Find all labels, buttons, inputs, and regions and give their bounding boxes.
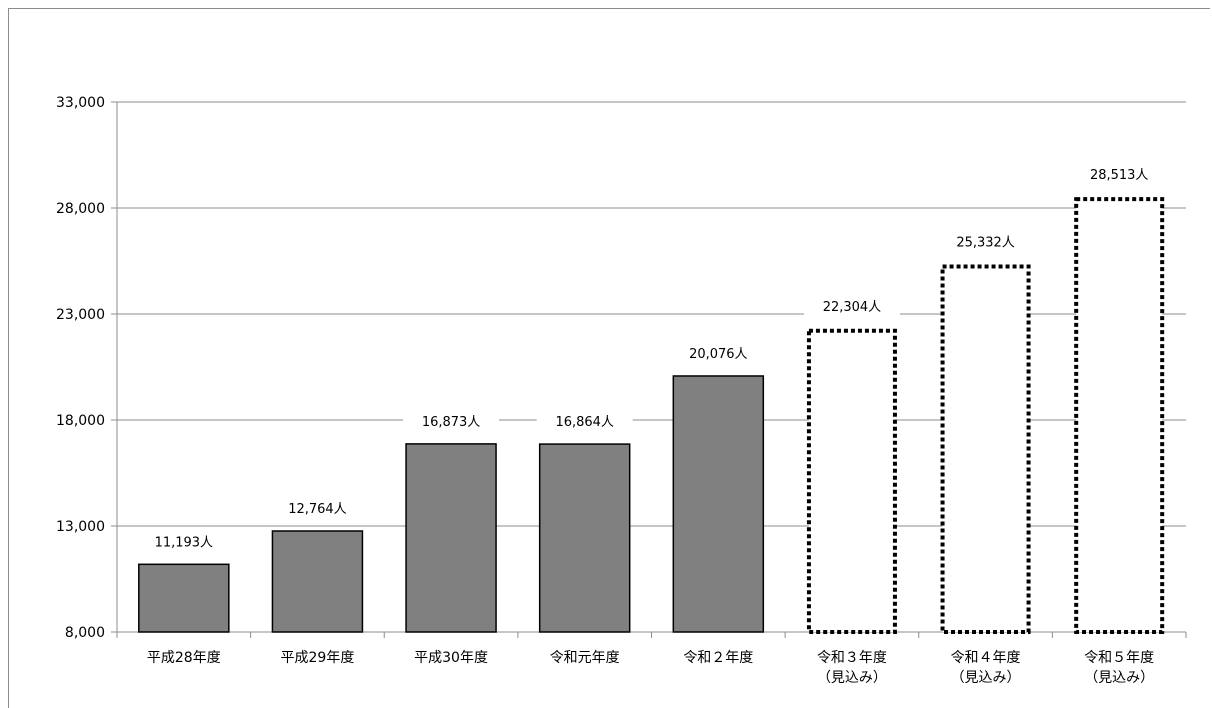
bar	[138, 563, 230, 633]
x-category-label: 平成29年度	[281, 650, 355, 666]
data-label-background	[536, 410, 633, 433]
data-label: 12,764人	[288, 502, 347, 517]
data-label: 22,304人	[823, 300, 882, 315]
data-label-background	[1071, 163, 1168, 186]
y-tick-label: 13,000	[56, 519, 105, 535]
data-label: 11,193人	[155, 535, 214, 550]
bar-projected	[1074, 197, 1165, 635]
data-label-background	[135, 530, 232, 553]
x-category-label: 平成30年度	[414, 650, 488, 666]
y-tick-label: 8,000	[65, 625, 105, 641]
y-tick-label: 18,000	[56, 413, 105, 429]
x-category-label: 令和３年度	[817, 650, 887, 666]
bar	[672, 375, 765, 633]
y-tick-label: 33,000	[56, 95, 105, 111]
bar	[271, 530, 364, 633]
bar-projected	[940, 264, 1031, 634]
data-label: 25,332人	[956, 236, 1015, 251]
data-label-background	[403, 409, 500, 432]
x-category-label: 平成28年度	[147, 650, 221, 666]
x-category-label: （見込み）	[817, 670, 887, 686]
x-category-label: 令和５年度	[1084, 650, 1154, 666]
data-label-background	[670, 341, 767, 364]
data-label-background	[937, 230, 1034, 253]
x-category-label: （見込み）	[951, 670, 1021, 686]
bar	[405, 443, 497, 633]
x-category-label: （見込み）	[1084, 670, 1154, 686]
x-category-label: 令和４年度	[951, 650, 1021, 666]
chart-frame	[8, 8, 1210, 708]
x-category-label: 令和２年度	[683, 650, 753, 666]
data-label: 20,076人	[689, 347, 748, 362]
data-label: 28,513人	[1090, 168, 1149, 183]
y-tick-label: 28,000	[56, 201, 105, 217]
data-label: 16,873人	[422, 415, 481, 430]
data-label: 16,864人	[555, 415, 614, 430]
y-tick-label: 23,000	[56, 307, 105, 323]
x-category-label: 令和元年度	[550, 650, 620, 666]
data-label-background	[803, 294, 900, 317]
bar-projected	[806, 328, 897, 634]
bar	[538, 443, 631, 633]
data-label-background	[269, 497, 366, 520]
